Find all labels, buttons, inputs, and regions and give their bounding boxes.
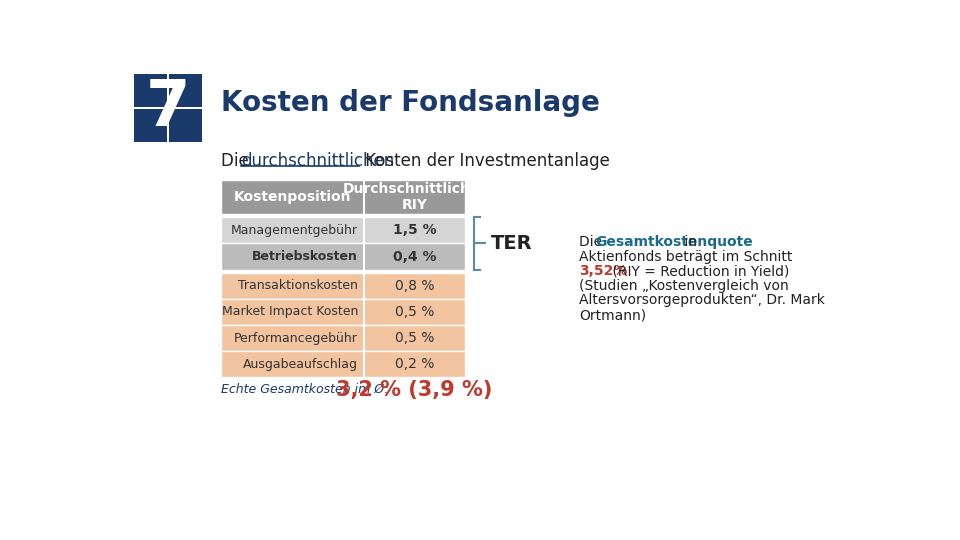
Text: Managementgebühr: Managementgebühr	[231, 224, 358, 237]
Text: Betriebskosten: Betriebskosten	[252, 250, 358, 263]
Text: Ortmann): Ortmann)	[579, 308, 646, 322]
Text: Die: Die	[221, 152, 253, 170]
Text: 3,52%: 3,52%	[579, 264, 627, 278]
Text: Kosten der Investmentanlage: Kosten der Investmentanlage	[360, 152, 611, 170]
Text: 0,4 %: 0,4 %	[393, 249, 436, 264]
Bar	[221, 217, 465, 244]
Text: Durchschnittlicher
RIY: Durchschnittlicher RIY	[343, 182, 487, 212]
Bar	[134, 109, 167, 142]
Text: Kostenposition: Kostenposition	[233, 190, 351, 204]
Text: Market Impact Kosten: Market Impact Kosten	[222, 306, 358, 319]
Text: 3,2 % (3,9 %): 3,2 % (3,9 %)	[336, 380, 492, 400]
Bar	[221, 244, 465, 269]
Bar	[134, 74, 167, 107]
Text: in: in	[680, 235, 697, 249]
Text: 0,2 %: 0,2 %	[395, 357, 434, 372]
Text: 1,5 %: 1,5 %	[393, 224, 436, 238]
Text: Altersvorsorgeprodukten“, Dr. Mark: Altersvorsorgeprodukten“, Dr. Mark	[579, 293, 825, 307]
Text: TER: TER	[492, 234, 533, 253]
Bar	[221, 180, 465, 214]
Text: Gesamtkostenquote: Gesamtkostenquote	[595, 235, 753, 249]
Text: Transaktionskosten: Transaktionskosten	[238, 279, 358, 292]
Text: (RIY = Reduction in Yield): (RIY = Reduction in Yield)	[609, 264, 790, 278]
Bar	[221, 351, 465, 377]
Text: Aktienfonds beträgt im Schnitt: Aktienfonds beträgt im Schnitt	[579, 249, 792, 264]
Text: 0,5 %: 0,5 %	[395, 331, 434, 345]
Text: 0,8 %: 0,8 %	[395, 279, 434, 293]
Text: Ausgabeaufschlag: Ausgabeaufschlag	[243, 358, 358, 371]
Text: Echte Gesamtkosten im Ø:: Echte Gesamtkosten im Ø:	[221, 383, 389, 396]
Text: 0,5 %: 0,5 %	[395, 305, 434, 319]
Bar	[169, 74, 203, 107]
Text: (Studien „Kostenvergleich von: (Studien „Kostenvergleich von	[579, 279, 788, 293]
Text: Kosten der Fondsanlage: Kosten der Fondsanlage	[221, 89, 600, 117]
Bar	[221, 299, 465, 325]
Text: durchschnittlichen: durchschnittlichen	[241, 152, 395, 170]
Bar	[221, 273, 465, 299]
Text: 7: 7	[146, 77, 190, 139]
Bar	[169, 109, 203, 142]
Bar	[221, 325, 465, 351]
Text: Die: Die	[579, 235, 607, 249]
Text: Performancegebühr: Performancegebühr	[234, 332, 358, 345]
